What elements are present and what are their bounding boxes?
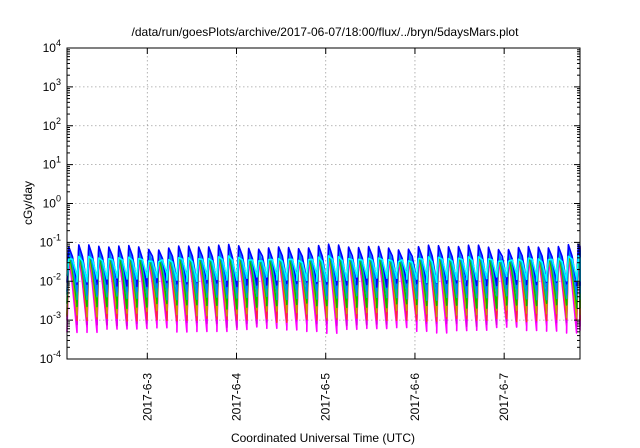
x-tick-label: 2017-6-6 (408, 373, 422, 421)
series-line (66, 243, 581, 288)
x-tick-label: 2017-6-5 (319, 373, 333, 421)
y-tick-label: 104 (43, 38, 61, 55)
x-axis-label: Coordinated Universal Time (UTC) (231, 431, 415, 445)
y-tick-label: 10-3 (40, 310, 61, 327)
series-line (66, 252, 581, 334)
y-tick-label: 10-4 (40, 349, 61, 366)
y-tick-label: 100 (43, 194, 61, 211)
x-tick-label: 2017-6-3 (140, 373, 154, 421)
y-tick-label: 102 (43, 116, 61, 133)
series-line (66, 244, 581, 323)
plot-frame (66, 47, 581, 360)
y-tick-label: 10-1 (40, 232, 61, 249)
axes: 10-4 10-3 10-2 10-1 100 101 102 103 104 2017-6-3 2… (40, 38, 580, 421)
x-tick-label: 2017-6-7 (497, 373, 511, 421)
y-axis-label: cGy/day (21, 181, 35, 225)
chart-title: /data/run/goesPlots/archive/2017-06-07/1… (132, 25, 520, 39)
grid (67, 48, 580, 359)
series-layer (66, 243, 581, 334)
series-line (66, 250, 581, 319)
x-tick-label: 2017-6-4 (230, 373, 244, 421)
y-tick-label: 101 (43, 155, 61, 172)
series-line (66, 248, 581, 310)
series-line (66, 245, 581, 297)
series-line (66, 255, 581, 284)
y-tick-label: 103 (43, 77, 61, 94)
y-tick-label: 10-2 (40, 271, 61, 288)
